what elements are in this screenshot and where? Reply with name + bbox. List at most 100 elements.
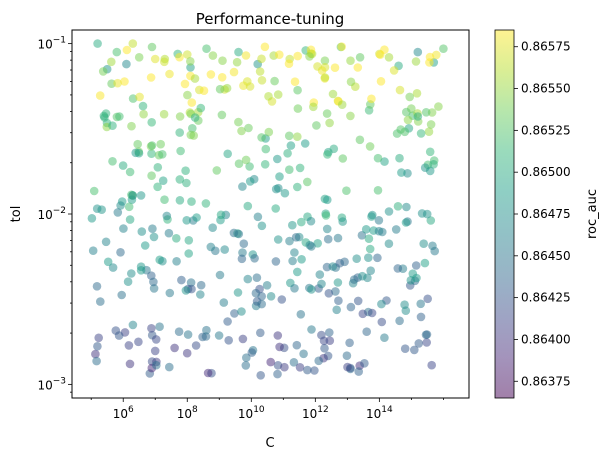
data-point bbox=[147, 171, 156, 180]
data-point bbox=[273, 235, 283, 244]
data-point bbox=[232, 57, 242, 67]
data-point bbox=[253, 212, 263, 222]
data-point bbox=[98, 67, 108, 76]
data-point bbox=[245, 177, 255, 186]
data-point bbox=[243, 274, 253, 284]
data-point bbox=[224, 336, 233, 345]
data-point bbox=[180, 79, 190, 89]
data-point bbox=[175, 196, 185, 205]
data-point bbox=[367, 308, 377, 318]
data-point bbox=[257, 133, 266, 142]
data-point bbox=[315, 270, 325, 279]
data-point bbox=[293, 132, 302, 141]
data-point bbox=[243, 201, 253, 211]
data-point bbox=[247, 348, 257, 357]
data-point bbox=[358, 309, 368, 319]
data-point bbox=[115, 112, 124, 121]
data-point bbox=[125, 359, 135, 369]
data-point bbox=[182, 178, 191, 188]
data-point bbox=[238, 182, 247, 191]
data-point bbox=[275, 50, 284, 59]
data-point bbox=[284, 59, 294, 68]
data-point bbox=[156, 139, 165, 149]
data-point bbox=[206, 242, 216, 252]
data-point bbox=[395, 153, 404, 163]
data-point bbox=[362, 327, 372, 337]
data-point bbox=[321, 211, 331, 220]
data-point bbox=[402, 107, 411, 117]
data-point bbox=[103, 257, 113, 267]
data-point bbox=[296, 310, 306, 319]
data-point bbox=[107, 57, 116, 67]
data-point bbox=[307, 325, 316, 334]
data-point bbox=[134, 337, 143, 347]
x-tick-label: 1012 bbox=[302, 405, 329, 421]
data-point bbox=[124, 202, 134, 212]
data-point bbox=[170, 343, 179, 353]
data-point bbox=[123, 277, 133, 287]
data-point bbox=[364, 253, 373, 262]
data-point bbox=[374, 226, 384, 236]
data-point bbox=[176, 146, 185, 156]
data-point bbox=[184, 236, 194, 245]
data-point bbox=[411, 57, 421, 66]
data-point bbox=[354, 367, 364, 376]
data-point bbox=[434, 102, 443, 111]
data-point bbox=[275, 172, 284, 181]
data-point bbox=[421, 108, 431, 117]
data-point bbox=[108, 157, 117, 166]
data-point bbox=[365, 142, 375, 151]
data-point bbox=[266, 292, 276, 301]
data-point bbox=[338, 217, 348, 226]
data-point bbox=[257, 221, 267, 231]
data-point bbox=[164, 228, 174, 238]
colorbar-tick-label: 0.86425 bbox=[521, 291, 571, 305]
data-point bbox=[273, 331, 283, 340]
data-point bbox=[297, 217, 306, 227]
data-point bbox=[292, 340, 302, 350]
data-point bbox=[310, 366, 319, 375]
data-point bbox=[186, 130, 196, 140]
data-point bbox=[346, 302, 356, 312]
y-tick-label: 10−2 bbox=[37, 206, 66, 222]
data-point bbox=[217, 110, 227, 120]
data-point bbox=[355, 53, 365, 62]
data-point bbox=[239, 239, 249, 248]
data-point bbox=[346, 56, 355, 65]
data-point bbox=[400, 344, 410, 354]
data-point bbox=[323, 195, 332, 205]
data-point bbox=[343, 362, 352, 372]
data-point bbox=[128, 94, 138, 103]
data-point bbox=[357, 231, 367, 240]
data-point bbox=[284, 131, 294, 141]
data-point bbox=[391, 225, 401, 234]
data-point bbox=[395, 316, 404, 326]
data-point bbox=[333, 233, 343, 243]
data-point bbox=[151, 335, 161, 344]
data-point bbox=[114, 331, 124, 340]
data-point bbox=[260, 42, 270, 52]
data-point bbox=[340, 257, 349, 267]
data-point bbox=[425, 58, 434, 67]
data-point bbox=[361, 225, 371, 234]
data-point bbox=[137, 227, 147, 236]
data-point bbox=[172, 257, 181, 266]
data-point bbox=[223, 149, 232, 159]
data-point bbox=[365, 244, 375, 254]
data-point bbox=[266, 357, 276, 367]
data-point bbox=[255, 328, 265, 338]
data-point bbox=[160, 195, 169, 204]
data-point bbox=[423, 294, 433, 304]
data-point bbox=[331, 287, 340, 296]
data-point bbox=[133, 139, 142, 149]
data-point bbox=[186, 278, 196, 287]
data-point bbox=[290, 248, 299, 257]
data-point bbox=[290, 284, 299, 293]
data-point bbox=[177, 275, 186, 285]
data-point bbox=[401, 306, 411, 316]
colorbar-ticks: 0.86375 0.86400 0.86425 0.86450 0.86475 0.865… bbox=[514, 40, 571, 388]
data-point bbox=[217, 73, 227, 82]
data-point bbox=[241, 361, 251, 370]
y-axis-label: tol bbox=[9, 206, 24, 223]
data-point bbox=[410, 345, 419, 355]
